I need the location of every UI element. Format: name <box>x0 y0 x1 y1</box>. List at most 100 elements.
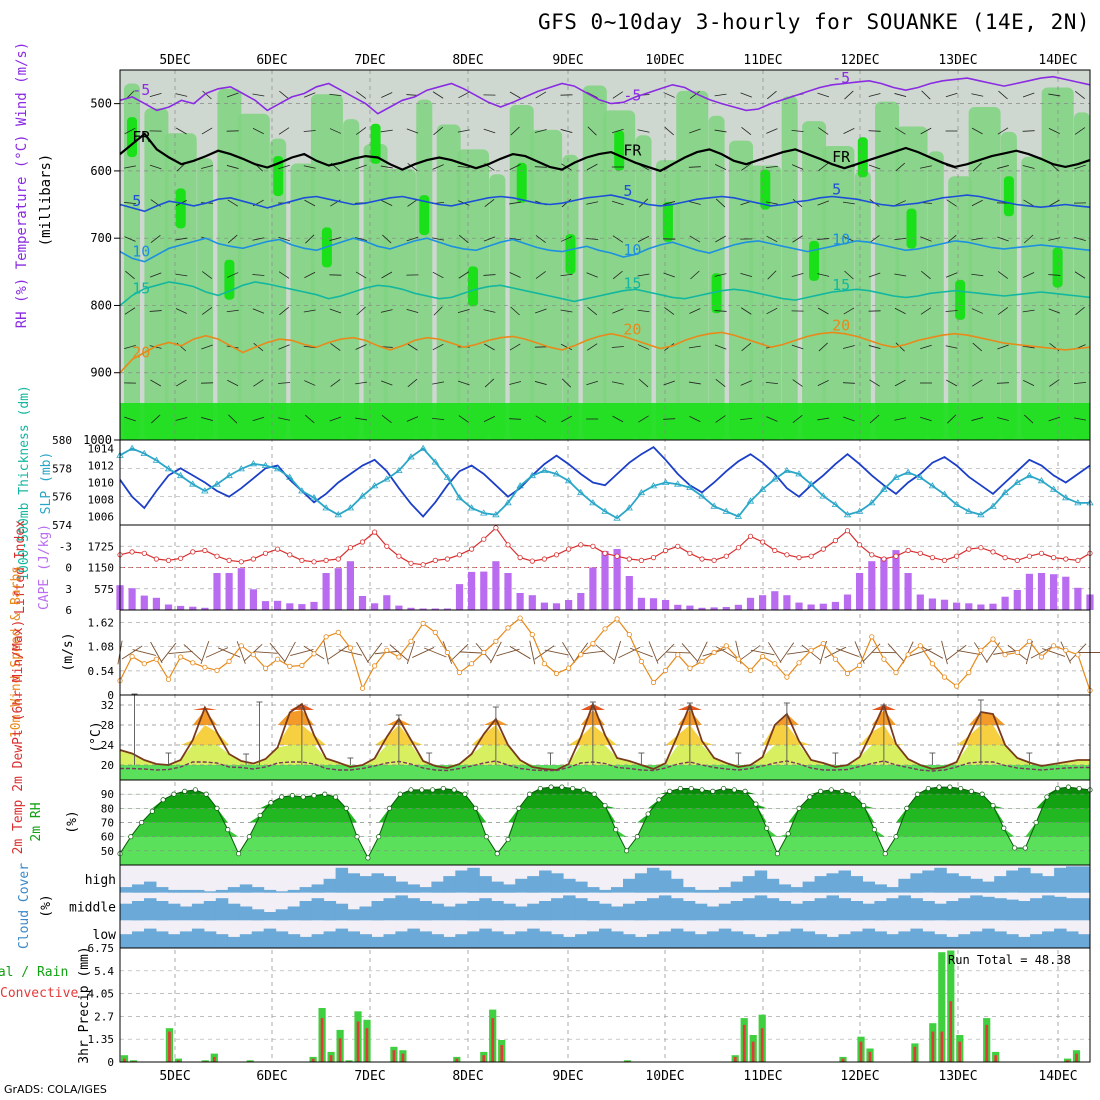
cloud-cell-high <box>503 884 516 893</box>
wind-barb <box>304 92 316 98</box>
lifted-index-point <box>274 546 281 552</box>
lifted-index-point <box>141 550 147 556</box>
lifted-index-point <box>747 533 754 539</box>
cloud-cell-high <box>167 889 181 893</box>
lifted-ylabel: Lifted Index <box>13 520 28 614</box>
cloud-cell-low <box>886 934 899 948</box>
date-label-top: 6DEC <box>256 53 287 68</box>
cloud-cell-low <box>371 936 384 948</box>
wind-barb <box>971 379 983 387</box>
lifted-index-point <box>311 559 317 565</box>
wind-speed-point <box>929 661 936 667</box>
precip-total-bar <box>345 1060 353 1062</box>
wind-barb <box>688 166 701 168</box>
rh-fill-saturated <box>224 259 235 300</box>
rh-fill-saturated <box>1052 247 1063 288</box>
wind-barb <box>638 415 649 423</box>
wind-barb <box>227 379 239 387</box>
wind-barb <box>998 90 1008 100</box>
cloud-cell-low <box>778 931 792 948</box>
wind-barb <box>817 273 830 277</box>
wind-barb <box>612 235 624 243</box>
slp-marker <box>286 473 294 480</box>
wind-barb <box>1022 92 1035 98</box>
cloud-cell-middle <box>1042 895 1055 921</box>
cloud-cell-middle <box>874 901 887 921</box>
wind-speed-point <box>311 651 317 657</box>
wind-barb <box>971 93 984 97</box>
rh-fill-column <box>676 90 709 441</box>
temperature-contour-label: 20 <box>623 320 641 338</box>
cape-bar <box>1013 590 1021 610</box>
precip-convective-bar <box>365 1028 369 1062</box>
cloud-cell-high <box>742 876 756 893</box>
wind-speed-point <box>493 638 499 644</box>
rh-ytick-label: 50 <box>101 845 114 858</box>
wind-speed-point <box>262 665 269 671</box>
cloud-cell-middle <box>1018 901 1031 921</box>
slp-marker <box>1049 485 1058 492</box>
cape-bar <box>795 602 803 610</box>
cape-bar <box>286 603 294 610</box>
precip-total-bar <box>938 952 946 1062</box>
wind-barb <box>509 418 522 420</box>
wind-speed-point <box>153 656 159 662</box>
wind-barb <box>945 92 958 98</box>
slp-marker <box>989 502 997 509</box>
wind-barb <box>560 273 573 277</box>
rh-point <box>516 805 522 811</box>
cloud-cell-middle <box>922 901 935 921</box>
wind-speed-point <box>1063 647 1069 653</box>
cloud-cell-high <box>706 889 720 893</box>
cloud-cell-low <box>874 931 887 948</box>
cloud-cell-high <box>694 889 708 893</box>
cloud-cell-low <box>203 931 217 948</box>
cape-bar <box>953 602 961 610</box>
slp-marker <box>201 487 209 494</box>
wind-barb-10m <box>328 645 349 660</box>
lifted-index-point <box>565 546 572 552</box>
wind-barb <box>663 380 675 386</box>
wind-barb <box>150 379 162 387</box>
precip-convective-bar <box>940 1031 944 1062</box>
cape-bar <box>249 589 257 610</box>
wind-barb <box>792 414 803 424</box>
slp-marker <box>868 499 876 506</box>
wind-barb <box>921 90 931 100</box>
wind-barb <box>534 129 547 133</box>
cape-bar <box>868 561 876 610</box>
cloud-cell-high <box>802 881 816 893</box>
cloud-cell-high <box>646 867 660 893</box>
slp-marker <box>601 507 609 514</box>
lifted-index-point <box>323 557 329 564</box>
wind-barb <box>843 236 855 242</box>
precip-total-bar <box>201 1060 209 1062</box>
slp-marker <box>480 509 488 516</box>
wind-speed-point <box>384 647 390 653</box>
cape-bar <box>261 601 270 610</box>
wind-barb <box>303 165 316 169</box>
lifted-index-point <box>1063 556 1069 562</box>
temperature-contour-label: 20 <box>832 316 850 334</box>
wind-barb <box>407 343 418 351</box>
rh-point <box>1076 785 1082 792</box>
wind-barb <box>740 92 752 98</box>
cloud-cell-low <box>898 931 911 948</box>
wind-barb <box>381 380 393 386</box>
precip-legend-total: tal / Rain <box>0 965 68 980</box>
temperature-contour-label: 10 <box>623 241 641 259</box>
cloud-cell-high <box>682 887 696 893</box>
wind-barb-10m <box>613 640 622 665</box>
cloud-cell-low <box>1006 934 1019 948</box>
wind-barb <box>303 130 316 132</box>
rh-point <box>1055 785 1061 792</box>
wind-barb <box>1022 130 1035 132</box>
cloud-cell-low <box>144 928 157 948</box>
rh-point <box>440 785 446 792</box>
cloud-cell-high <box>1006 870 1019 893</box>
cloud-cell-middle <box>371 901 384 921</box>
wind-ytick-label: 1.62 <box>88 617 115 630</box>
wind-barb <box>124 127 136 135</box>
cloud-cell-low <box>251 931 265 948</box>
precip-convective-bar <box>751 1041 755 1062</box>
